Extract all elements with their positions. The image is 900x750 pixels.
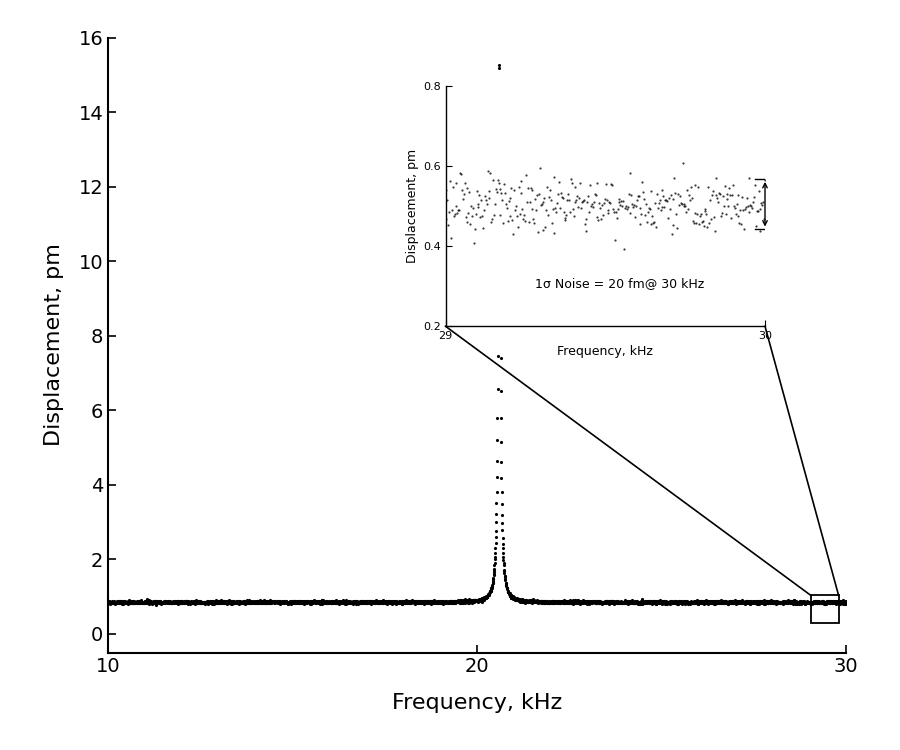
Bar xyxy=(811,596,839,623)
Y-axis label: Displacement, pm: Displacement, pm xyxy=(44,244,65,446)
X-axis label: Frequency, kHz: Frequency, kHz xyxy=(392,693,562,713)
Text: 1σ Noise = 20 fm@ 30 kHz: 1σ Noise = 20 fm@ 30 kHz xyxy=(535,277,704,290)
X-axis label: Frequency, kHz: Frequency, kHz xyxy=(557,345,653,358)
Y-axis label: Displacement, pm: Displacement, pm xyxy=(406,149,419,263)
